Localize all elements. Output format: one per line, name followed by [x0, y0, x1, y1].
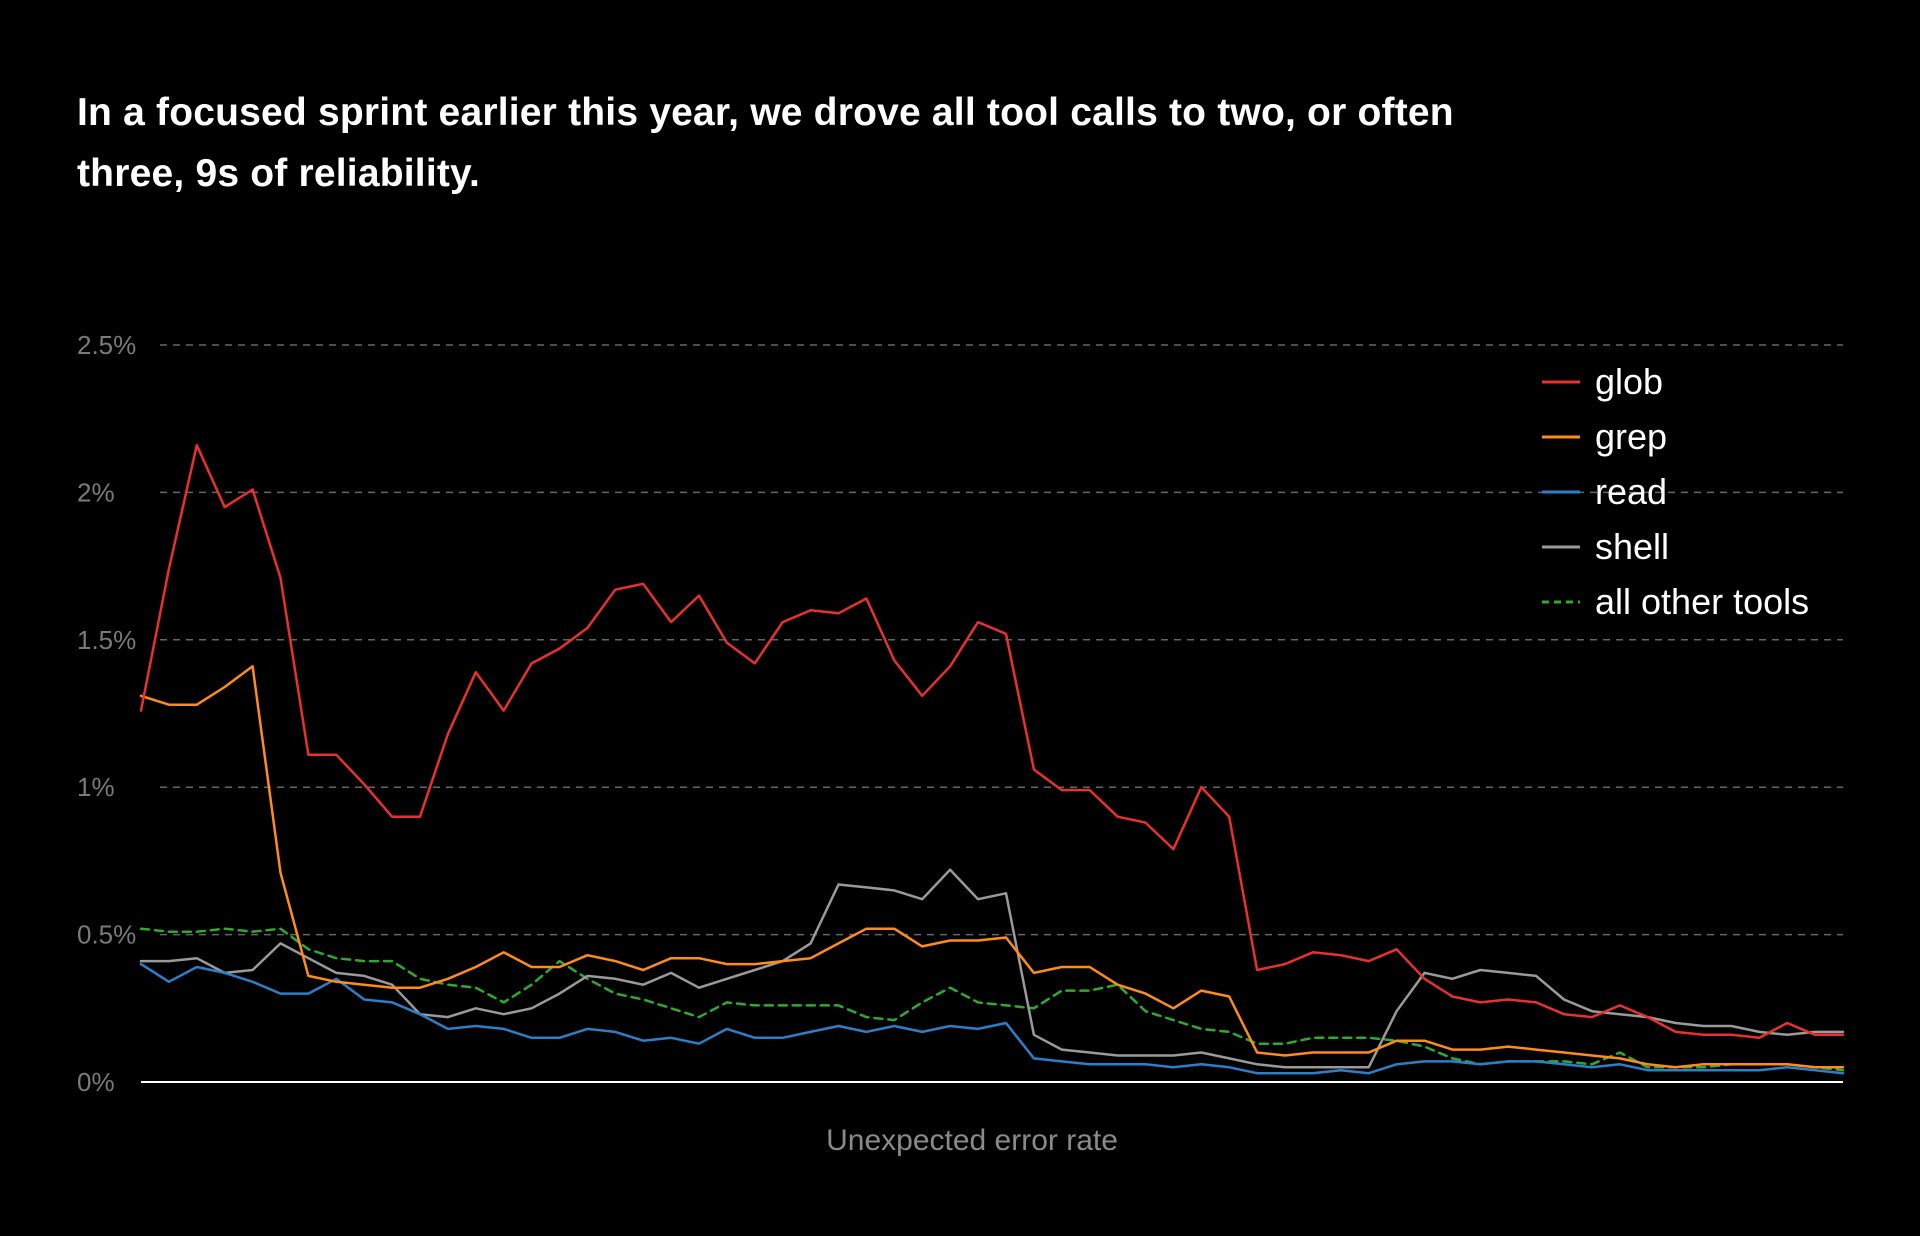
legend-label: glob: [1595, 361, 1663, 402]
y-tick-label: 1.5%: [77, 625, 136, 655]
series-line-glob: [139, 443, 1845, 1040]
legend-label: shell: [1595, 526, 1669, 567]
legend: glob grep read shell all other tools: [1542, 361, 1809, 622]
y-tick-label: 1%: [77, 772, 115, 802]
legend-label: grep: [1595, 416, 1667, 457]
series-line-shell: [139, 868, 1845, 1069]
y-tick-label: 2.5%: [77, 330, 136, 360]
gridlines: [160, 344, 1843, 936]
y-tick-label: 0.5%: [77, 920, 136, 950]
series-lines: [139, 443, 1845, 1075]
y-axis-ticks: 0% 0.5% 1% 1.5% 2% 2.5%: [77, 330, 136, 1097]
y-tick-label: 0%: [77, 1067, 115, 1097]
series-line-grep: [139, 665, 1845, 1069]
legend-label: all other tools: [1595, 581, 1809, 622]
series-line-read: [139, 962, 1845, 1075]
y-tick-label: 2%: [77, 477, 115, 507]
x-axis-label: Unexpected error rate: [826, 1124, 1118, 1157]
legend-label: read: [1595, 471, 1667, 512]
series-line-all-other-tools: [139, 927, 1845, 1072]
chart-title: In a focused sprint earlier this year, w…: [77, 91, 1454, 195]
